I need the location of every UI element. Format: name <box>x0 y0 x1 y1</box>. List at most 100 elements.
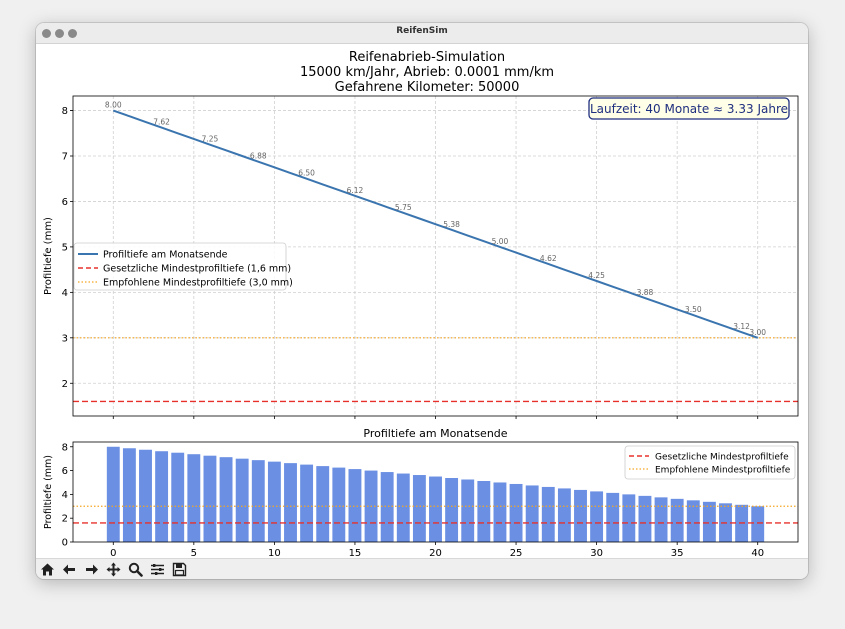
minimize-window-icon[interactable] <box>55 29 64 38</box>
home-icon[interactable] <box>38 560 57 579</box>
bottom-legend-label: Empfohlene Mindestprofiltiefe <box>655 466 791 476</box>
back-arrow-icon[interactable] <box>60 560 79 579</box>
pan-icon[interactable] <box>104 560 123 579</box>
bottom-x-tick-label: 0 <box>110 548 116 558</box>
plot-toolbar <box>36 558 808 579</box>
depth-bar <box>332 467 346 542</box>
figure-canvas[interactable]: Reifenabrieb-Simulation 15000 km/Jahr, A… <box>36 44 808 572</box>
configure-subplots-icon[interactable] <box>148 560 167 579</box>
depth-bar <box>622 494 636 542</box>
bottom-legend: Gesetzliche Mindestprofiltiefe Empfohlene… <box>624 445 796 480</box>
point-value-label: 3.12 <box>733 322 750 331</box>
depth-bar <box>139 449 152 542</box>
title-bar: ReifenSim <box>36 23 808 44</box>
depth-bar <box>751 506 765 542</box>
top-y-tick-label: 2 <box>62 379 68 390</box>
zoom-icon[interactable] <box>126 560 145 579</box>
top-line-chart: 8.00 7.62 7.25 6.88 6.50 6.12 5.75 5.38 5.00 4.62… <box>43 95 799 419</box>
depth-bar <box>284 463 297 542</box>
bottom-y-tick-label: 4 <box>62 490 68 501</box>
top-y-axis-label: Profiltiefe (mm) <box>43 217 54 295</box>
depth-bar <box>493 482 507 542</box>
point-value-label: 3.50 <box>685 305 702 314</box>
bottom-bar-chart: Profiltiefe am Monatsende 0 2 4 6 8 0 5 10 15 20 25… <box>43 427 799 572</box>
depth-bar <box>574 489 587 542</box>
depth-bar <box>267 461 281 542</box>
depth-bar <box>477 480 491 542</box>
top-legend-label: Gesetzliche Mindestprofiltiefe (1,6 mm) <box>103 264 291 275</box>
app-window: ReifenSim Reifenabrieb-Simulation 15000 … <box>36 23 808 579</box>
point-value-label: 4.62 <box>540 254 557 263</box>
depth-bar <box>171 452 185 542</box>
bottom-x-tick-label: 30 <box>590 548 603 558</box>
top-legend-label: Empfohlene Mindestprofiltiefe (3,0 mm) <box>103 278 293 289</box>
bottom-x-tick-label: 25 <box>510 548 523 558</box>
depth-bar <box>348 469 362 542</box>
bottom-y-tick-label: 6 <box>62 466 68 477</box>
point-value-label: 7.25 <box>202 135 219 144</box>
depth-bar <box>396 473 410 542</box>
depth-bar <box>155 451 169 542</box>
bottom-y-tick-label: 2 <box>62 514 68 525</box>
depth-bar <box>106 446 120 542</box>
figure-svg: Reifenabrieb-Simulation 15000 km/Jahr, A… <box>43 50 799 572</box>
bottom-x-tick-label: 40 <box>751 548 764 558</box>
runtime-annotation-text: Laufzeit: 40 Monate ≈ 3.33 Jahre <box>590 102 788 116</box>
point-value-label: 5.00 <box>492 237 509 246</box>
depth-bar <box>702 501 716 542</box>
depth-bar <box>638 495 652 542</box>
depth-bar <box>235 458 249 542</box>
point-value-label: 5.75 <box>395 203 412 212</box>
top-y-tick-label: 6 <box>62 197 68 208</box>
depth-bar <box>300 464 314 542</box>
depth-bar <box>509 483 523 542</box>
depth-bar <box>203 455 217 542</box>
close-window-icon[interactable] <box>42 29 51 38</box>
point-value-label: 4.25 <box>588 271 605 280</box>
top-legend-box <box>73 242 287 291</box>
point-value-label: 6.50 <box>298 169 315 178</box>
bottom-legend-label: Gesetzliche Mindestprofiltiefe <box>655 453 789 463</box>
bottom-x-tick-label: 20 <box>429 548 442 558</box>
save-icon[interactable] <box>170 560 189 579</box>
top-y-tick-label: 3 <box>62 333 68 344</box>
bottom-y-axis-label: Profiltiefe (mm) <box>43 455 54 529</box>
bottom-legend-box <box>624 445 796 480</box>
top-y-tick-label: 4 <box>62 288 68 299</box>
bottom-x-tick-label: 15 <box>349 548 362 558</box>
bottom-x-tick-label: 35 <box>671 548 684 558</box>
depth-bar <box>219 457 233 542</box>
maximize-window-icon[interactable] <box>68 29 77 38</box>
point-value-label: 6.88 <box>250 152 267 161</box>
depth-bar <box>380 472 394 542</box>
depth-bar <box>686 500 700 542</box>
bottom-y-tick-label: 8 <box>62 442 68 453</box>
top-y-tick-label: 7 <box>62 152 68 163</box>
bottom-x-tick-label: 10 <box>268 548 281 558</box>
depth-bar <box>316 466 330 542</box>
top-legend: Profiltiefe am Monatsende Gesetzliche Min… <box>73 242 293 291</box>
bottom-chart-title: Profiltiefe am Monatsende <box>363 427 507 440</box>
figure-title-line-1: Reifenabrieb-Simulation <box>349 50 505 65</box>
point-value-label: 6.12 <box>347 186 364 195</box>
runtime-annotation-box <box>588 97 790 120</box>
point-value-label: 3.00 <box>749 328 766 337</box>
point-value-label: 3.88 <box>637 288 654 297</box>
depth-bar <box>122 448 136 542</box>
bottom-y-tick-label: 0 <box>62 538 68 549</box>
forward-arrow-icon[interactable] <box>82 560 101 579</box>
point-value-label: 8.00 <box>105 101 122 110</box>
depth-bar <box>251 460 265 542</box>
depth-bar <box>590 491 604 542</box>
top-y-tick-label: 8 <box>62 106 68 117</box>
depth-bar <box>429 476 442 542</box>
point-value-label: 5.38 <box>443 220 460 229</box>
runtime-annotation: Laufzeit: 40 Monate ≈ 3.33 Jahre <box>588 97 790 120</box>
depth-bar <box>606 492 620 542</box>
figure-title-line-3: Gefahrene Kilometer: 50000 <box>335 80 520 95</box>
point-value-label: 7.62 <box>153 118 170 127</box>
depth-bar <box>541 486 555 542</box>
depth-bar <box>445 478 459 542</box>
depth-bar <box>461 479 475 542</box>
depth-bar <box>525 485 539 542</box>
